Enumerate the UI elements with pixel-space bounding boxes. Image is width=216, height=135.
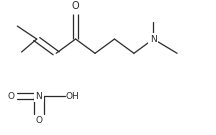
Text: N: N [150,35,157,44]
Text: O: O [72,1,79,11]
Text: N: N [35,92,42,101]
Text: O: O [35,116,42,125]
Text: O: O [8,92,15,101]
Text: OH: OH [66,92,80,101]
